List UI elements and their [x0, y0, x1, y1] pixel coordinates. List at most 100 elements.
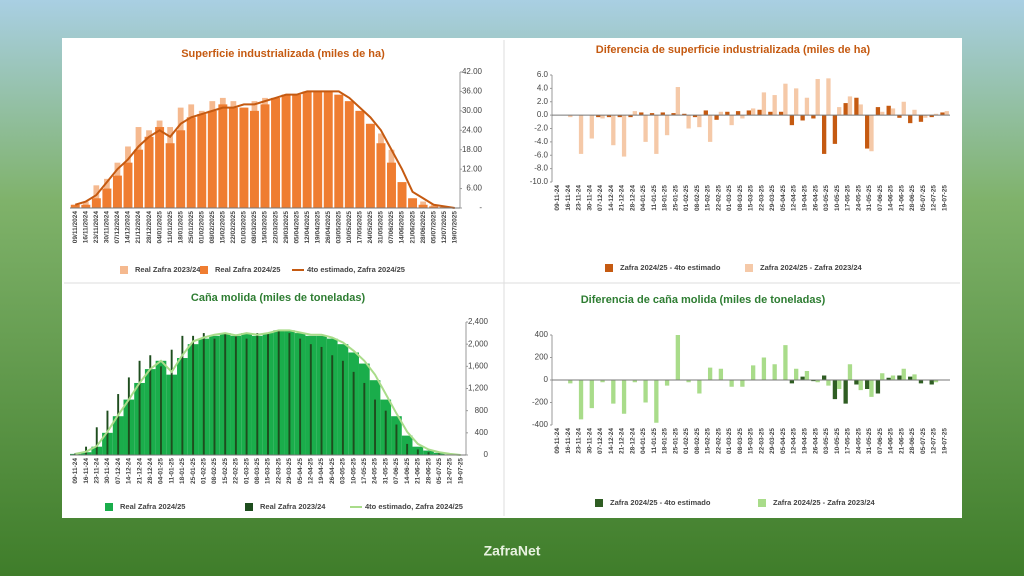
- x-tick-label: 19-04-25: [802, 428, 809, 454]
- bar: [858, 380, 863, 391]
- bar: [918, 115, 924, 122]
- bar: [832, 380, 838, 400]
- x-tick-label: 07-06-25: [393, 458, 400, 484]
- logo: ZafraNet: [484, 543, 541, 559]
- bar: [869, 115, 874, 152]
- bar: [751, 108, 756, 116]
- x-tick-label: 07/06/2025: [388, 211, 395, 244]
- x-tick-label: 07-12-24: [597, 428, 604, 454]
- bar: [127, 377, 130, 455]
- x-tick-label: 31/05/2025: [378, 211, 385, 244]
- x-tick-label: 26-04-25: [812, 185, 819, 211]
- y-tick-label: 12.00: [462, 164, 483, 173]
- bar: [589, 380, 594, 409]
- x-tick-label: 22/03/2025: [272, 211, 279, 244]
- bar: [438, 453, 441, 455]
- x-tick-label: 03-05-25: [823, 428, 830, 454]
- bar: [228, 107, 238, 208]
- legend-label: Zafra 2024/25 - Zafra 2023/24: [760, 263, 863, 272]
- bar: [880, 373, 885, 380]
- bar: [387, 162, 396, 208]
- x-tick-label: 28-06-25: [909, 428, 916, 454]
- x-tick-label: 05-04-25: [780, 185, 787, 211]
- y-tick-label: 200: [535, 353, 549, 362]
- bar: [267, 333, 269, 455]
- legend-swatch: [245, 503, 253, 511]
- bar: [654, 380, 659, 423]
- bar: [735, 111, 741, 116]
- bar: [176, 130, 186, 208]
- x-tick-label: 18-01-25: [179, 458, 186, 484]
- x-tick-label: 01-03-25: [726, 185, 733, 211]
- line: [75, 329, 461, 456]
- x-tick-label: 25-01-25: [672, 185, 679, 211]
- x-tick-label: 15-03-25: [748, 428, 755, 454]
- bar: [384, 410, 387, 455]
- bar: [363, 382, 366, 455]
- bar: [729, 380, 734, 387]
- bar: [374, 399, 376, 455]
- x-tick-label: 22-02-25: [233, 458, 240, 484]
- bar: [923, 115, 928, 118]
- x-tick-label: 31-05-25: [866, 185, 873, 211]
- x-tick-label: 28-06-25: [909, 185, 916, 211]
- bar: [112, 175, 122, 208]
- x-tick-label: 12-07-25: [447, 458, 454, 484]
- bar: [718, 368, 724, 380]
- x-tick-label: 22-02-25: [715, 428, 722, 454]
- bar: [288, 333, 291, 455]
- x-tick-label: 16-11-24: [83, 458, 90, 484]
- x-tick-label: 03-05-25: [823, 185, 830, 211]
- x-tick-label: 29-03-25: [769, 428, 776, 454]
- x-tick-label: 11-01-25: [651, 428, 658, 454]
- bar: [600, 115, 605, 119]
- y-tick-label: 6.00: [466, 184, 482, 193]
- bar: [355, 110, 365, 208]
- x-tick-label: 23-11-24: [576, 185, 583, 211]
- x-tick-label: 04-01-25: [640, 185, 647, 211]
- bar: [632, 111, 637, 116]
- bar: [940, 112, 945, 116]
- x-tick-label: 10/05/2025: [346, 211, 353, 244]
- bar: [826, 78, 831, 116]
- legend-swatch: [758, 499, 766, 507]
- bar: [815, 380, 820, 383]
- y-tick-label: -400: [532, 420, 549, 429]
- x-tick-label: 04/01/2025: [156, 211, 163, 244]
- x-tick-label: 28-12-24: [147, 458, 154, 484]
- legend-label: 4to estimado, Zafra 2024/25: [365, 502, 463, 511]
- bar: [281, 94, 291, 208]
- bar: [365, 123, 375, 208]
- x-tick-label: 16/11/2024: [83, 211, 90, 244]
- legend-swatch: [120, 266, 128, 274]
- bar: [890, 108, 896, 116]
- y-tick-label: 24.00: [462, 125, 483, 134]
- bar: [671, 113, 676, 116]
- y-tick-label: -2.0: [534, 124, 548, 133]
- y-tick-label: 42.00: [462, 67, 483, 76]
- bar: [854, 380, 859, 385]
- x-tick-label: 07-06-25: [877, 428, 884, 454]
- bar: [832, 115, 838, 144]
- bar: [181, 335, 184, 455]
- bar: [213, 338, 216, 455]
- x-tick-label: 04-01-25: [158, 458, 165, 484]
- bar: [313, 91, 323, 208]
- bar: [406, 443, 409, 455]
- bar: [847, 96, 853, 116]
- bar: [600, 380, 605, 383]
- x-tick-label: 01-02-25: [683, 185, 690, 211]
- x-tick-label: 19-07-25: [941, 185, 948, 211]
- legend-swatch: [200, 266, 208, 274]
- legend-label: Zafra 2024/25 - 4to estimado: [620, 263, 721, 272]
- bar: [686, 115, 691, 129]
- y-tick-label: 800: [475, 406, 489, 415]
- bar: [427, 452, 430, 455]
- x-tick-label: 23-11-24: [93, 458, 100, 484]
- bar: [800, 115, 805, 121]
- x-tick-label: 30-11-24: [104, 458, 111, 484]
- bar: [826, 380, 831, 386]
- x-tick-label: 24-05-25: [855, 428, 862, 454]
- bar: [897, 375, 902, 380]
- x-tick-label: 11/01/2025: [167, 211, 174, 244]
